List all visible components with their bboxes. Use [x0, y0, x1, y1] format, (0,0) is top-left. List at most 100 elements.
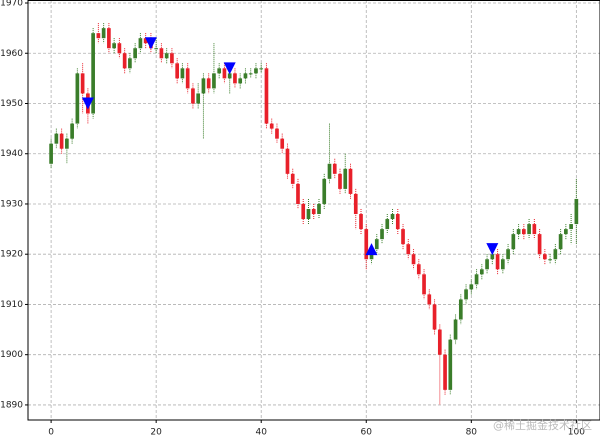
candle-body — [380, 229, 384, 240]
candle-body — [364, 229, 369, 260]
candle-body — [474, 274, 479, 285]
candle-body — [448, 339, 453, 390]
candle-body — [353, 193, 358, 215]
candle-body — [564, 229, 568, 235]
candle-body — [332, 163, 337, 174]
candle-body — [548, 259, 552, 261]
candle-body — [327, 163, 332, 179]
candle-body — [479, 269, 484, 275]
candle-body — [222, 68, 227, 79]
candle-body — [537, 234, 542, 255]
x-tick-label: 0 — [48, 428, 54, 436]
y-tick-label: 1960 — [0, 49, 23, 59]
candle-body — [175, 63, 180, 79]
candle-body — [112, 43, 116, 49]
candle-body — [196, 93, 201, 104]
x-tick-label: 20 — [150, 428, 162, 436]
candle-body — [416, 264, 421, 275]
candle-body — [80, 73, 85, 94]
candle-body — [217, 68, 222, 74]
candle-body — [49, 143, 53, 164]
candle-body — [485, 259, 489, 270]
y-tick-label: 1910 — [0, 300, 23, 310]
candle-body — [201, 78, 206, 94]
candle-body — [532, 224, 537, 235]
candle-body — [437, 329, 442, 355]
x-tick-label: 100 — [568, 428, 585, 436]
candle-body — [317, 203, 321, 215]
candle-body — [453, 319, 458, 340]
candle-body — [301, 203, 306, 220]
candle-body — [543, 254, 547, 260]
x-tick-label: 80 — [466, 428, 478, 436]
candle-body — [522, 229, 526, 235]
candle-body — [411, 254, 416, 265]
candle-body — [212, 73, 216, 89]
candle-body — [91, 33, 95, 114]
y-tick-label: 1940 — [0, 149, 23, 159]
candle-body — [427, 294, 432, 305]
candle-body — [574, 198, 579, 225]
signal-marker — [486, 243, 499, 256]
candle-body — [164, 53, 169, 59]
candle-body — [122, 53, 127, 69]
candle-body — [348, 168, 353, 194]
candle-body — [558, 234, 563, 250]
candle-body — [516, 229, 521, 235]
candle-body — [206, 78, 211, 89]
y-tick-label: 1970 — [0, 0, 23, 9]
candle-body — [469, 284, 474, 290]
candle-body — [238, 78, 243, 84]
plot-frame — [27, 0, 600, 421]
candle-body — [280, 138, 285, 149]
candle-body — [343, 168, 348, 189]
y-tick-label: 1920 — [0, 250, 23, 260]
signal-marker — [81, 97, 94, 110]
candle-body — [296, 183, 300, 204]
candle-body — [133, 48, 137, 59]
signal-marker — [223, 62, 236, 75]
candle-body — [322, 178, 327, 204]
candle-body — [159, 48, 164, 59]
watermark: @稀土掘金技术社区 — [493, 418, 592, 432]
candle-body — [227, 73, 232, 79]
candle-body — [338, 173, 342, 189]
candle-body — [401, 229, 405, 245]
candle-body — [54, 133, 59, 144]
candle-body — [443, 354, 447, 390]
candle-body — [138, 38, 143, 49]
candle-body — [311, 208, 316, 215]
y-tick-label: 1900 — [0, 350, 23, 360]
candle-body — [70, 123, 74, 139]
candle-body — [275, 128, 279, 139]
candle-body — [254, 68, 258, 74]
candle-body — [490, 254, 495, 260]
signal-marker — [365, 243, 378, 256]
candle-body — [306, 208, 311, 220]
candle-body — [553, 249, 558, 260]
candle-body — [464, 289, 468, 300]
candle-body — [458, 299, 463, 320]
candle-body — [506, 249, 510, 260]
candle-body — [107, 28, 111, 49]
candle-body — [248, 73, 253, 75]
x-tick-label: 40 — [255, 428, 267, 436]
candle-body — [569, 224, 573, 230]
candle-body — [259, 68, 264, 70]
x-tick-label: 60 — [361, 428, 373, 436]
candle-body — [180, 68, 185, 79]
candle-body — [527, 224, 531, 235]
candle-body — [500, 259, 505, 270]
candle-body — [390, 214, 395, 220]
candle-body — [185, 68, 190, 89]
candle-body — [117, 43, 122, 54]
candle-body — [191, 88, 195, 104]
candle-body — [511, 234, 516, 250]
candle-body — [422, 274, 426, 295]
candle-body — [243, 73, 248, 79]
y-tick-label: 1890 — [0, 400, 23, 410]
candle-body — [269, 123, 274, 129]
candle-body — [101, 28, 106, 39]
candle-body — [395, 214, 400, 230]
